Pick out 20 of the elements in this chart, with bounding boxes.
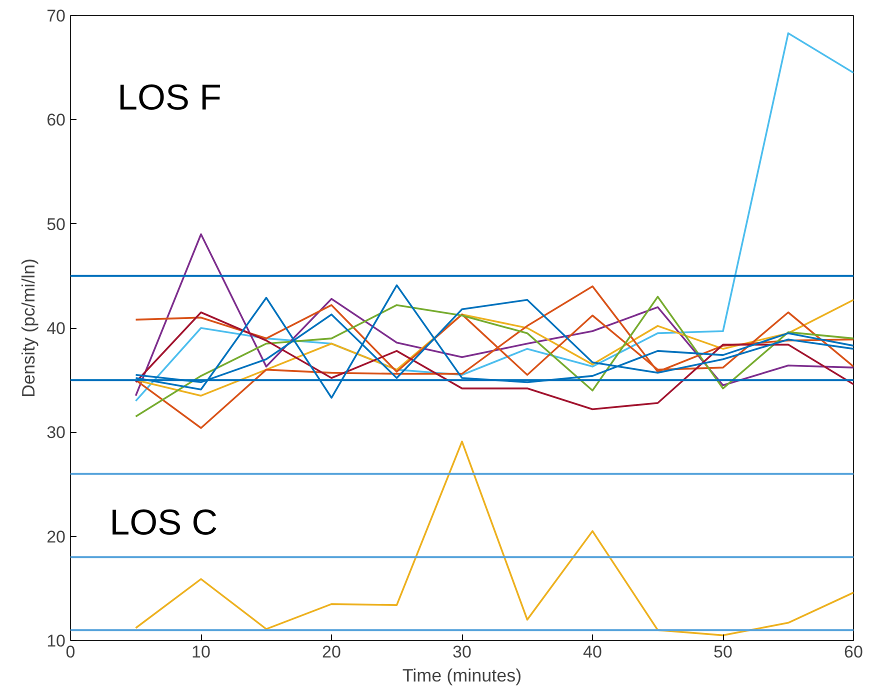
line-series: [134, 285, 854, 429]
x-tick-label: 50: [714, 642, 732, 662]
y-tick-label: 30: [46, 423, 66, 442]
x-tick-label: 30: [452, 642, 472, 662]
x-tick-label: 40: [583, 642, 602, 662]
y-axis-title: Density (pc/mi/ln): [18, 258, 39, 398]
x-tick-label: 60: [844, 642, 863, 662]
y-tick-label: 50: [46, 214, 66, 234]
annotation: LOS F: [117, 76, 222, 118]
x-tick-label: 20: [322, 642, 341, 662]
y-tick-label: 40: [46, 319, 66, 338]
y-tick-label: 60: [46, 110, 66, 130]
line-series: [134, 311, 854, 410]
line-series: [134, 233, 854, 397]
x-tick-label: 0: [66, 642, 76, 662]
x-tick-label: 10: [192, 642, 210, 662]
y-tick-label: 70: [46, 6, 66, 26]
x-axis-title: Time (minutes): [402, 666, 522, 686]
y-tick-label: 20: [46, 527, 66, 546]
annotation: LOS C: [110, 501, 218, 542]
